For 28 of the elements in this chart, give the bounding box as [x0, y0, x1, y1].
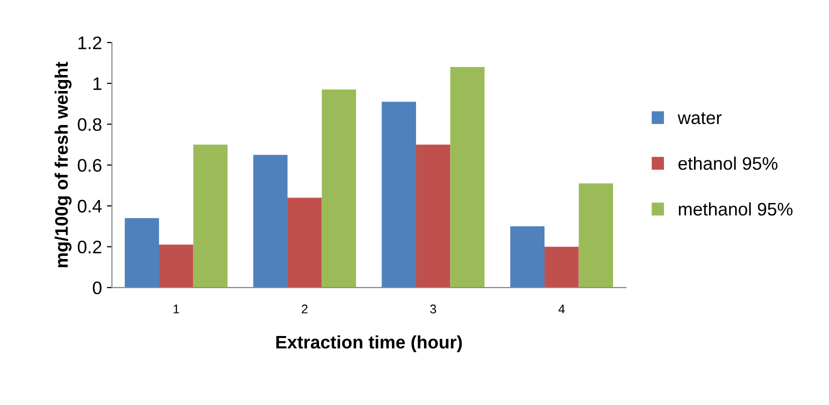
bar [544, 246, 579, 288]
legend-label: methanol 95% [678, 202, 792, 216]
y-tick-label: 0.4 [78, 200, 102, 213]
bar [450, 67, 485, 288]
bar [578, 183, 614, 288]
bar [253, 154, 288, 288]
y-tick-label: 0.2 [78, 240, 102, 254]
y-tick-label: 0.6 [78, 158, 102, 172]
x-tick-label: 4 [558, 304, 565, 314]
bar [159, 244, 194, 288]
bar [382, 102, 416, 288]
x-axis-title: Extraction time (hour) [276, 335, 462, 352]
y-tick-label: 1.2 [78, 36, 102, 50]
legend-label: ethanol 95% [678, 156, 778, 170]
y-axis-title: mg/100g of fresh weight [54, 62, 72, 268]
x-tick-label: 3 [430, 304, 436, 314]
y-tick-label: 0.8 [78, 118, 102, 131]
x-tick-label: 2 [302, 304, 308, 314]
y-tick-label: 1 [94, 77, 102, 90]
x-tick-label: 1 [174, 304, 180, 314]
y-tick-label: 0 [92, 281, 102, 294]
legend-label: water [678, 112, 722, 124]
bar [416, 144, 450, 288]
bar [510, 226, 545, 288]
bar [288, 198, 322, 288]
bar [124, 218, 160, 288]
bar [322, 89, 356, 288]
bar [193, 144, 228, 288]
